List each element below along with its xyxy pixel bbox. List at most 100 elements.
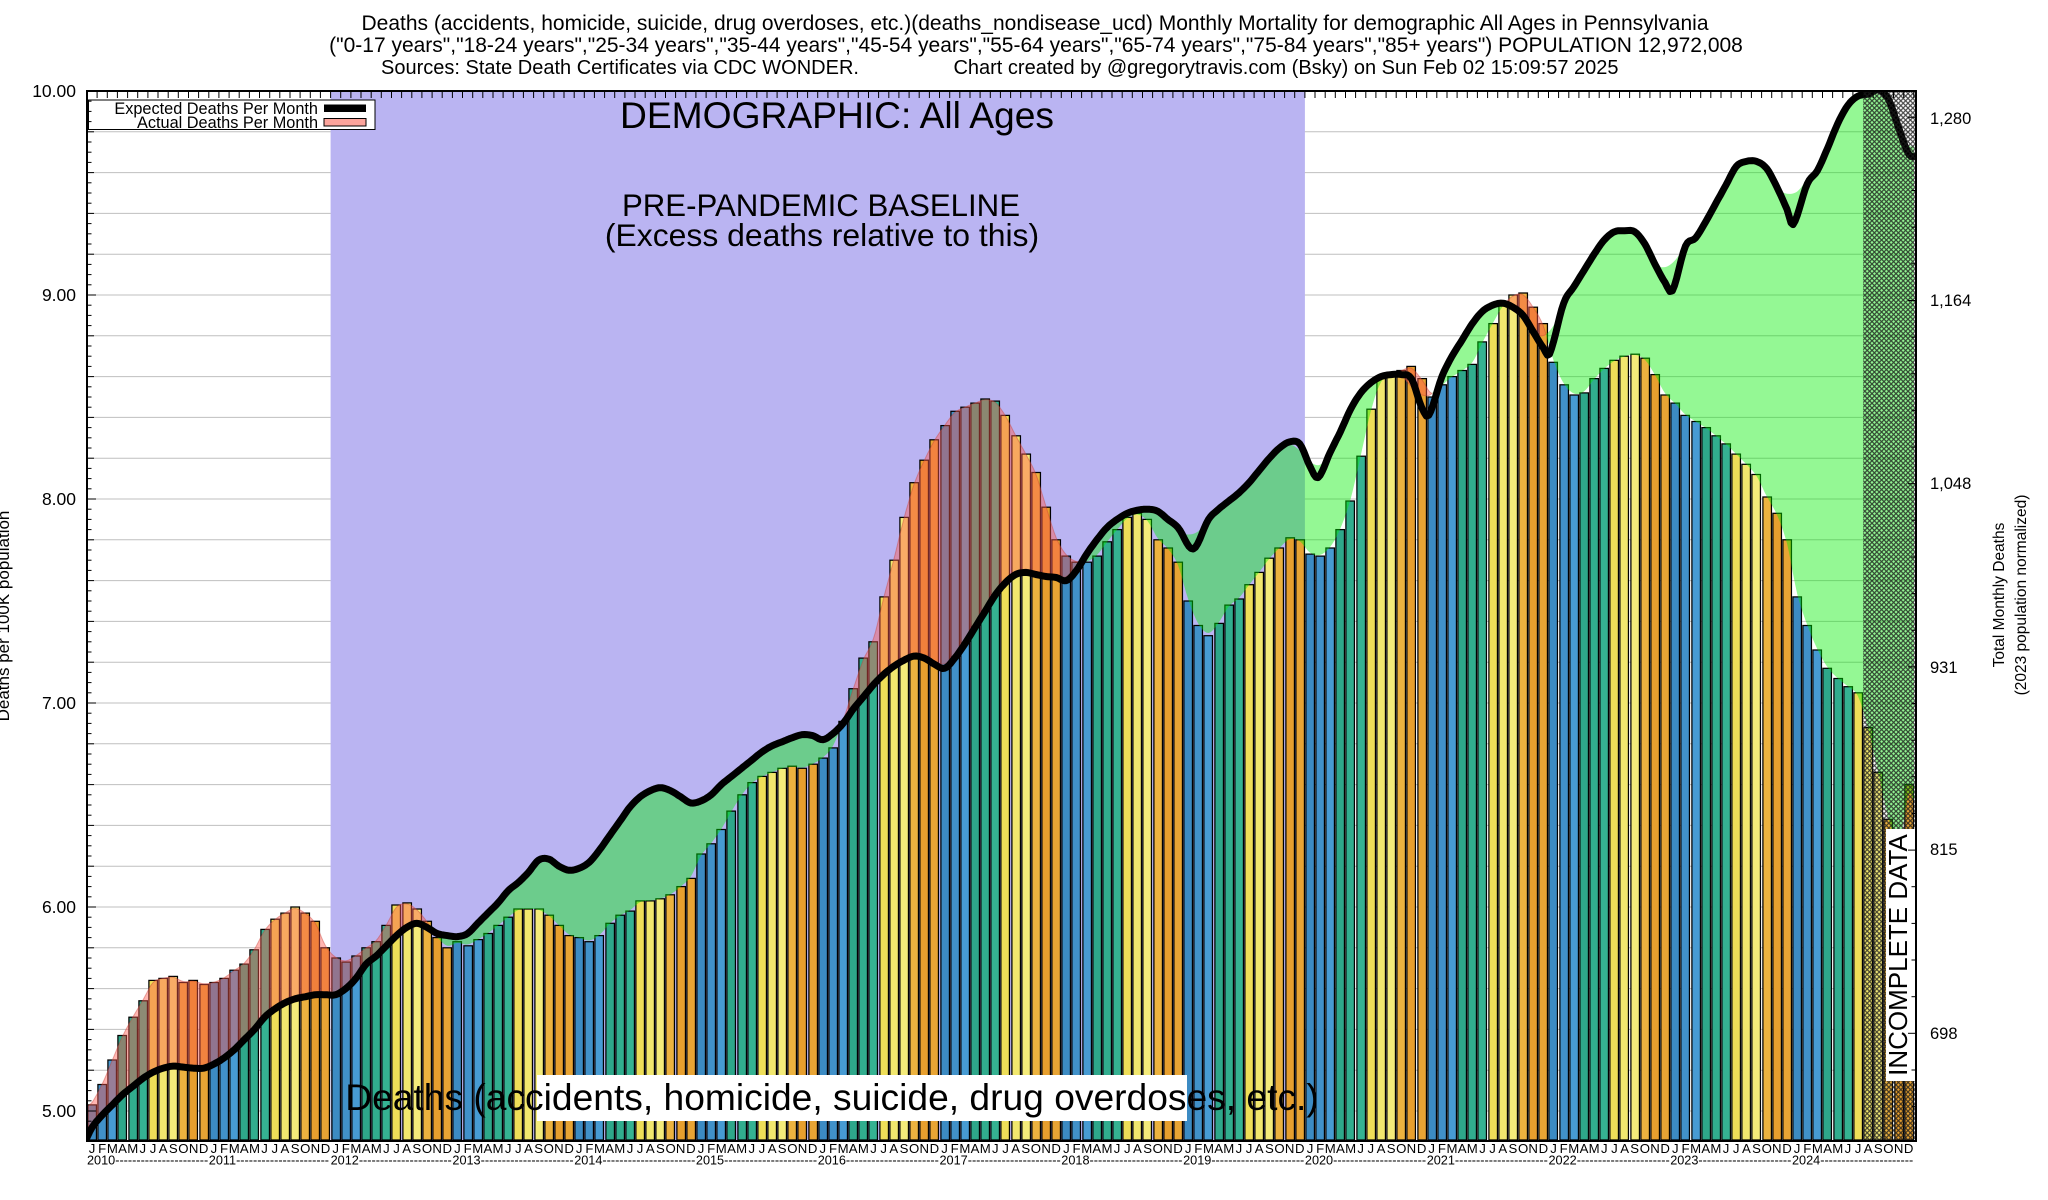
svg-text:S: S (1874, 1141, 1883, 1156)
svg-text:J: J (759, 1141, 766, 1156)
svg-text:2022----------------------: 2022---------------------- (1549, 1154, 1670, 1168)
svg-text:D: D (1417, 1141, 1427, 1156)
svg-text:J: J (89, 1141, 96, 1156)
svg-text:N: N (1650, 1141, 1660, 1156)
svg-text:A: A (605, 1141, 614, 1156)
svg-text:O: O (1640, 1141, 1650, 1156)
svg-text:S: S (1387, 1141, 1396, 1156)
svg-text:M: M (1102, 1141, 1113, 1156)
svg-text:F: F (1194, 1141, 1202, 1156)
svg-text:M: M (107, 1141, 118, 1156)
svg-text:M: M (1447, 1141, 1458, 1156)
svg-text:M: M (127, 1141, 138, 1156)
svg-text:M: M (594, 1141, 605, 1156)
svg-text:M: M (1203, 1141, 1214, 1156)
svg-text:S: S (656, 1141, 665, 1156)
svg-text:M: M (350, 1141, 361, 1156)
svg-text:A: A (1864, 1141, 1873, 1156)
svg-text:D: D (1173, 1141, 1183, 1156)
svg-text:O: O (1153, 1141, 1163, 1156)
svg-text:J: J (880, 1141, 887, 1156)
svg-text:A: A (646, 1141, 655, 1156)
svg-text:N: N (1163, 1141, 1173, 1156)
svg-text:Sources: State Death Certifica: Sources: State Death Certificates via CD… (381, 57, 859, 79)
svg-text:2017----------------------: 2017---------------------- (940, 1154, 1061, 1168)
svg-text:D: D (1782, 1141, 1792, 1156)
svg-text:F: F (1681, 1141, 1689, 1156)
svg-text:S: S (1509, 1141, 1518, 1156)
svg-text:F: F (98, 1141, 106, 1156)
svg-text:F: F (1803, 1141, 1811, 1156)
svg-text:S: S (534, 1141, 543, 1156)
svg-text:D: D (564, 1141, 574, 1156)
svg-text:O: O (1274, 1141, 1284, 1156)
svg-text:N: N (1041, 1141, 1051, 1156)
svg-text:A: A (524, 1141, 533, 1156)
svg-text:J: J (1114, 1141, 1121, 1156)
svg-text:F: F (829, 1141, 837, 1156)
svg-text:7.00: 7.00 (42, 693, 76, 713)
svg-text:M: M (736, 1141, 747, 1156)
svg-text:J: J (820, 1141, 827, 1156)
svg-text:A: A (768, 1141, 777, 1156)
svg-text:N: N (1528, 1141, 1538, 1156)
svg-text:Total Monthly Deaths: Total Monthly Deaths (1991, 522, 2008, 667)
svg-text:Deaths (accidents, homicide, s: Deaths (accidents, homicide, suicide, dr… (361, 12, 1708, 35)
svg-text:J: J (1611, 1141, 1618, 1156)
svg-text:A: A (1620, 1141, 1629, 1156)
svg-text:J: J (992, 1141, 999, 1156)
svg-text:2020----------------------: 2020---------------------- (1305, 1154, 1426, 1168)
svg-text:O: O (787, 1141, 797, 1156)
svg-text:J: J (627, 1141, 634, 1156)
svg-text:D: D (1904, 1141, 1914, 1156)
svg-text:2011----------------------: 2011---------------------- (209, 1154, 329, 1168)
svg-text:O: O (1762, 1141, 1772, 1156)
svg-text:S: S (1143, 1141, 1152, 1156)
svg-text:6.00: 6.00 (42, 897, 76, 917)
svg-text:J: J (332, 1141, 339, 1156)
svg-text:2013----------------------: 2013---------------------- (452, 1154, 573, 1168)
svg-text:D: D (808, 1141, 818, 1156)
svg-text:D: D (1051, 1141, 1061, 1156)
svg-text:S: S (169, 1141, 178, 1156)
svg-text:M: M (1812, 1141, 1823, 1156)
svg-text:M: M (858, 1141, 869, 1156)
svg-text:M: M (1568, 1141, 1579, 1156)
svg-text:8.00: 8.00 (42, 489, 76, 509)
svg-text:A: A (727, 1141, 736, 1156)
svg-text:J: J (1002, 1141, 1009, 1156)
svg-text:A: A (1011, 1141, 1020, 1156)
svg-text:1,280: 1,280 (1930, 110, 1971, 128)
svg-text:N: N (1285, 1141, 1295, 1156)
svg-text:A: A (1458, 1141, 1467, 1156)
svg-text:(2023 population normalized): (2023 population normalized) (2013, 495, 2030, 696)
svg-text:Expected Deaths Per Month: Expected Deaths Per Month (114, 100, 318, 118)
svg-text:J: J (1479, 1141, 1486, 1156)
svg-text:M: M (1325, 1141, 1336, 1156)
svg-text:D: D (1539, 1141, 1549, 1156)
svg-text:A: A (362, 1141, 371, 1156)
svg-text:A: A (1823, 1141, 1832, 1156)
svg-text:J: J (454, 1141, 461, 1156)
svg-text:M: M (959, 1141, 970, 1156)
svg-text:A: A (1092, 1141, 1101, 1156)
svg-text:A: A (849, 1141, 858, 1156)
svg-text:A: A (1255, 1141, 1264, 1156)
svg-text:J: J (1124, 1141, 1131, 1156)
svg-text:M: M (1589, 1141, 1600, 1156)
svg-text:O: O (544, 1141, 554, 1156)
svg-text:INCOMPLETE DATA: INCOMPLETE DATA (1883, 833, 1913, 1075)
svg-text:Chart created by @gregorytravi: Chart created by @gregorytravis.com (Bsk… (953, 57, 1618, 79)
svg-text:N: N (1894, 1141, 1904, 1156)
svg-text:2023----------------------: 2023---------------------- (1670, 1154, 1791, 1168)
svg-text:J: J (1550, 1141, 1557, 1156)
svg-text:A: A (281, 1141, 290, 1156)
svg-text:J: J (1357, 1141, 1364, 1156)
svg-text:M: M (838, 1141, 849, 1156)
svg-text:F: F (707, 1141, 715, 1156)
svg-text:2021----------------------: 2021---------------------- (1427, 1154, 1548, 1168)
svg-text:J: J (1672, 1141, 1679, 1156)
svg-text:815: 815 (1930, 841, 1958, 859)
svg-text:A: A (1336, 1141, 1345, 1156)
svg-text:J: J (1845, 1141, 1852, 1156)
